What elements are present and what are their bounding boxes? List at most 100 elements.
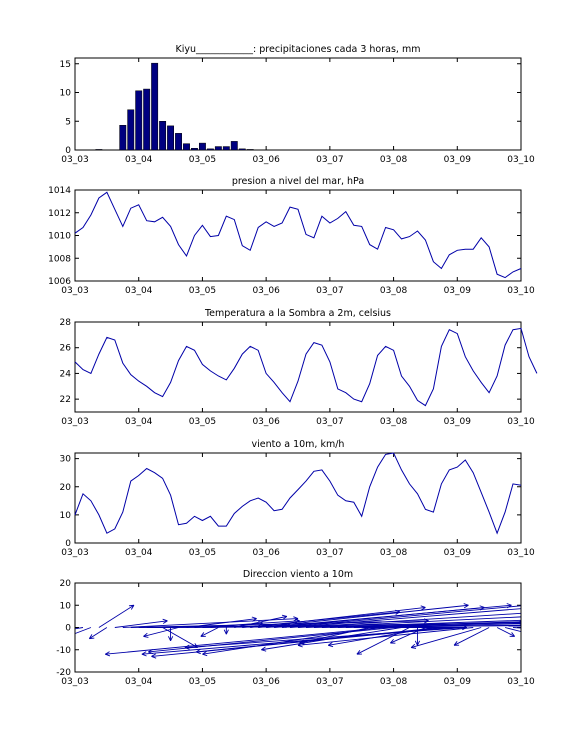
- series-line: [74, 327, 538, 407]
- chart-title: Temperatura a la Sombra a 2m, celsius: [204, 308, 391, 319]
- x-tick-label: 03_07: [316, 677, 343, 687]
- axes-box: [74, 189, 522, 282]
- wind-arrow: [513, 627, 521, 629]
- wind-arrow: [297, 612, 521, 628]
- wind-arrow: [223, 627, 229, 635]
- y-tick-label: 22: [60, 395, 71, 405]
- x-tick-label: 03_04: [125, 155, 153, 165]
- wind-arrow: [410, 627, 482, 649]
- x-tick-label: 03_07: [316, 417, 343, 427]
- y-tick-label: 28: [60, 318, 72, 328]
- y-tick-label: 1010: [48, 232, 71, 242]
- bar: [119, 125, 127, 151]
- x-tick-label: 03_09: [444, 286, 472, 296]
- bar: [230, 141, 238, 151]
- wind-arrow: [258, 603, 469, 628]
- x-tick-label: 03_07: [316, 155, 343, 165]
- wind-arrow: [496, 627, 515, 637]
- y-tick-label: 5: [65, 117, 71, 127]
- x-tick-label: 03_03: [61, 286, 88, 296]
- wind-arrow: [337, 621, 521, 628]
- x-tick-label: 03_05: [189, 286, 216, 296]
- y-tick-label: 1008: [48, 254, 71, 264]
- wind-arrow: [504, 627, 521, 633]
- x-tick-label: 03_04: [125, 417, 153, 427]
- wind-arrow: [234, 614, 288, 628]
- x-tick-label: 03_10: [507, 417, 535, 427]
- bar: [151, 62, 159, 151]
- y-tick-label: 1006: [48, 277, 71, 287]
- y-tick-label: 0: [65, 624, 71, 634]
- axes-box: [74, 321, 522, 413]
- panel-3: Temperatura a la Sombra a 2m, celsius 03_…: [60, 308, 538, 427]
- x-tick-label: 03_09: [444, 677, 472, 687]
- x-tick-label: 03_07: [316, 548, 343, 558]
- x-tick-label: 03_07: [316, 286, 343, 296]
- bar: [191, 148, 198, 151]
- x-tick-label: 03_04: [125, 548, 153, 558]
- wind-arrow: [250, 605, 426, 628]
- x-tick-label: 03_06: [252, 677, 280, 687]
- bar: [135, 90, 143, 151]
- y-tick-label: 26: [60, 344, 72, 354]
- y-tick-label: 0: [65, 539, 71, 549]
- x-tick-label: 03_05: [189, 417, 216, 427]
- chart-title: viento a 10m, km/h: [252, 439, 345, 450]
- series-line: [74, 191, 522, 279]
- panel-2: presion a nivel del mar, hPa 03_03 03_04 03…: [48, 176, 535, 296]
- bar: [183, 143, 190, 151]
- wind-arrow: [313, 619, 521, 628]
- bar: [175, 133, 182, 151]
- bar: [198, 142, 206, 151]
- bar: [238, 148, 246, 151]
- y-tick-label: 10: [60, 89, 72, 99]
- panel-5: Direccion viento a 10m 03_03 03_04 03_05 03_…: [56, 569, 535, 687]
- axes-frame: [74, 582, 522, 673]
- chart-title: Kiyu____________: precipitaciones cada 3…: [176, 44, 421, 55]
- x-tick-label: 03_10: [507, 155, 535, 165]
- wind-arrow: [520, 627, 521, 628]
- x-tick-label: 03_03: [61, 417, 88, 427]
- x-tick-label: 03_06: [252, 286, 280, 296]
- wind-arrow: [88, 627, 108, 640]
- x-tick-label: 03_06: [252, 548, 280, 558]
- wind-arrow: [186, 616, 257, 628]
- wind-arrow: [297, 627, 474, 648]
- y-tick-label: 15: [60, 60, 71, 70]
- y-tick-label: 1012: [48, 209, 71, 219]
- chart-title: Direccion viento a 10m: [243, 569, 353, 580]
- bar: [246, 149, 254, 151]
- wind-arrow: [289, 608, 521, 628]
- x-tick-label: 03_04: [125, 286, 153, 296]
- bar: [95, 149, 103, 151]
- chart-title: presion a nivel del mar, hPa: [232, 176, 364, 187]
- y-tick-label: -20: [56, 668, 71, 678]
- y-tick-label: 24: [60, 369, 72, 379]
- x-tick-label: 03_03: [61, 548, 88, 558]
- x-tick-label: 03_04: [125, 677, 153, 687]
- wind-arrow: [114, 618, 168, 628]
- y-tick-label: 30: [60, 455, 72, 465]
- x-tick-label: 03_08: [380, 548, 408, 558]
- bar: [159, 121, 167, 151]
- arrow-field: [75, 603, 521, 659]
- x-tick-label: 03_08: [380, 155, 408, 165]
- x-tick-label: 03_05: [189, 155, 216, 165]
- x-tick-label: 03_08: [380, 417, 408, 427]
- wind-arrow: [98, 604, 135, 628]
- panel-4: viento a 10m, km/h03_03 03_04 03_05 03_06 03…: [60, 439, 535, 558]
- wind-arrow: [282, 605, 521, 628]
- wind-arrow: [184, 627, 466, 650]
- bar: [222, 146, 230, 151]
- wind-arrow: [143, 627, 179, 638]
- y-tick-label: 1014: [48, 186, 71, 196]
- series-line: [74, 452, 522, 535]
- wind-arrow: [75, 627, 92, 635]
- y-tick-label: -10: [56, 646, 71, 656]
- bar: [214, 146, 222, 151]
- x-tick-label: 03_10: [507, 677, 535, 687]
- x-tick-label: 03_05: [189, 677, 216, 687]
- panel-1: Kiyu____________: precipitaciones cada 3…: [60, 44, 535, 165]
- x-tick-label: 03_03: [61, 677, 88, 687]
